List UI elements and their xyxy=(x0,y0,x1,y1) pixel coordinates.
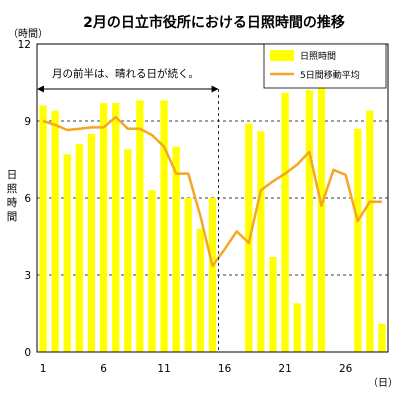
y-axis-title: 日 照 時 間 xyxy=(7,169,18,223)
y-axis-title-char-1: 日 xyxy=(7,169,18,181)
chart-title: 2月の日立市役所における日照時間の推移 xyxy=(83,14,345,31)
bar-day-3 xyxy=(63,154,71,352)
moving-average-line xyxy=(42,115,382,268)
y-axis-unit: （時間） xyxy=(8,28,48,40)
annotation: 月の前半は、晴れる日が続く。 xyxy=(37,67,219,352)
x-tick-label-3: 16 xyxy=(218,363,232,375)
plot-frame xyxy=(36,43,389,353)
y-tick-label-3: 9 xyxy=(24,116,31,128)
bar-day-6 xyxy=(99,103,108,353)
y-axis-title-char-4: 間 xyxy=(7,211,18,223)
x-tick-label-5: 26 xyxy=(339,363,353,375)
y-tick-label-0: 0 xyxy=(24,347,31,359)
legend-line-label: 5日間移動平均 xyxy=(300,69,360,81)
y-tick-label-2: 6 xyxy=(24,193,31,205)
bar-day-27 xyxy=(354,128,362,352)
bar-day-24 xyxy=(317,87,326,352)
legend-bar-swatch xyxy=(270,50,294,61)
legend-bar-label: 日照時間 xyxy=(300,51,336,62)
x-tick-label-4: 21 xyxy=(278,363,291,375)
y-axis-title-char-2: 照 xyxy=(7,183,18,195)
bar-day-29 xyxy=(378,323,386,352)
x-axis-unit: （日） xyxy=(368,377,398,389)
bar-day-13 xyxy=(184,198,192,352)
bar-day-12 xyxy=(172,146,180,352)
bar-day-28 xyxy=(366,110,374,352)
bar-day-1 xyxy=(39,105,47,352)
bar-day-19 xyxy=(257,131,265,352)
bar-day-11 xyxy=(160,100,168,352)
annotation-text: 月の前半は、晴れる日が続く。 xyxy=(52,67,199,80)
bar-day-8 xyxy=(124,149,132,352)
bar-day-2 xyxy=(51,110,59,352)
bar-day-4 xyxy=(75,144,83,352)
bar-day-22 xyxy=(293,303,301,352)
y-axis-title-char-3: 時 xyxy=(7,197,18,209)
moving-average-polyline xyxy=(42,115,382,268)
annotation-arrowhead-left xyxy=(37,85,44,93)
y-tick-label-4: 12 xyxy=(18,39,31,51)
bar-day-15 xyxy=(208,198,217,352)
axes xyxy=(36,43,389,353)
y-tick-label-1: 3 xyxy=(24,270,31,282)
bar-day-5 xyxy=(87,133,96,352)
annotation-arrowhead-right xyxy=(211,85,219,93)
legend: 日照時間 5日間移動平均 xyxy=(263,43,387,89)
bar-day-20 xyxy=(269,257,277,352)
x-tick-label-1: 6 xyxy=(100,363,107,375)
x-tick-label-0: 1 xyxy=(40,363,47,375)
legend-box xyxy=(263,43,387,89)
bar-day-21 xyxy=(281,92,289,353)
bar-day-23 xyxy=(305,90,313,352)
bar-day-10 xyxy=(148,190,156,352)
x-tick-labels: 1 6 11 16 21 26 xyxy=(40,363,353,375)
bar-day-14 xyxy=(196,228,205,352)
bar-day-7 xyxy=(112,103,120,353)
bar-day-9 xyxy=(136,100,144,352)
x-tick-label-2: 11 xyxy=(157,363,170,375)
y-tick-labels: 0 3 6 9 12 xyxy=(18,39,32,359)
sunshine-bars xyxy=(39,87,386,353)
